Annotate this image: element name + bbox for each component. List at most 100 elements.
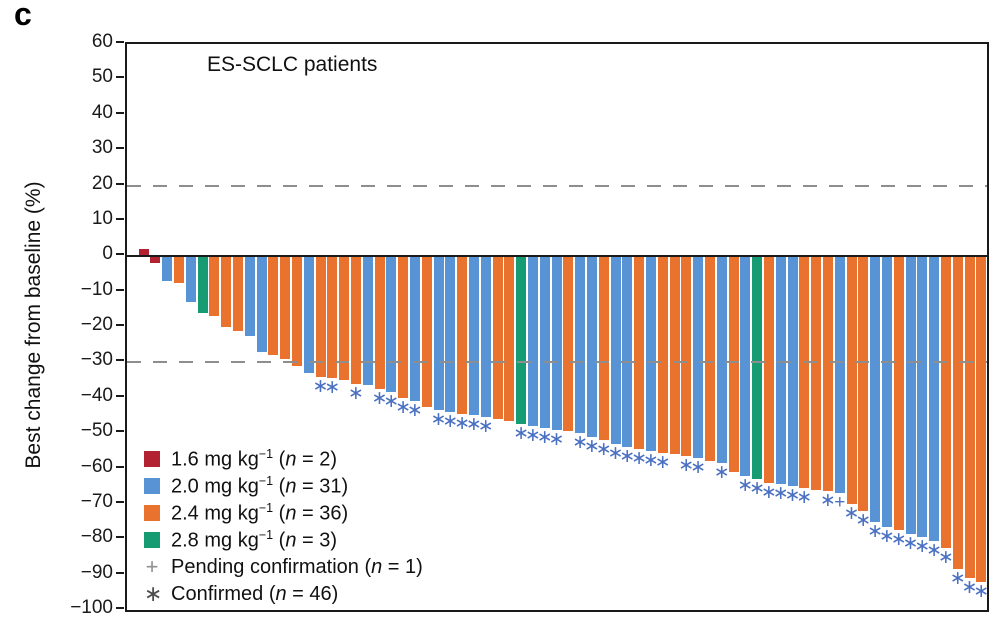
confirmed-marker-icon: ∗ [961,577,978,599]
y-tick-label: 30 [91,137,113,159]
confirmed-marker-icon: ∗ [395,396,412,418]
patient-bar [457,256,468,414]
confirmed-marker-icon: ∗ [713,462,730,484]
confirmed-marker-icon: ∗ [879,525,895,547]
patient-bar [940,256,952,549]
y-tick-label: −30 [80,349,113,371]
panel-label: c [14,0,32,32]
confirmed-marker-icon: ∗ [678,455,695,477]
confirmed-marker-icon: ∗ [312,375,329,397]
patient-bar [339,256,350,381]
patient-bar [315,256,326,377]
patient-bar [917,256,928,538]
patient-bar [976,256,987,582]
confirmed-marker-icon: ∗ [619,446,636,468]
y-tick-mark [116,359,124,362]
patient-bar [256,256,267,352]
y-tick-mark [116,288,124,291]
y-tick-mark [116,500,124,503]
patient-bar [209,256,220,317]
confirmed-marker-icon: ∗ [525,425,541,447]
confirmed-marker-icon: ∗ [820,490,836,512]
legend-label: 2.4 mg kg−1 (n = 36) [171,500,349,525]
patient-bar [268,256,279,356]
patient-bar [374,256,385,389]
patient-bar [468,256,480,416]
confirmed-marker-icon: ∗ [584,435,600,457]
confirmed-marker-icon: ∗ [855,509,872,531]
y-tick-label: −50 [80,420,113,442]
y-tick-label: 60 [91,31,113,52]
y-tick-label: −70 [80,490,113,512]
confirmed-marker-icon: ∗ [784,485,801,507]
patient-bar [232,256,244,331]
y-tick-mark [116,182,124,185]
confirmed-marker-icon: ∗ [643,449,659,471]
patient-bar [504,256,515,421]
legend-row: 2.0 mg kg−1 (n = 31) [144,474,423,498]
confirmed-marker-icon: ∗ [548,428,565,450]
confirmed-marker-icon: ∗ [926,540,943,562]
confirmed-marker-icon: ∗ [914,536,931,558]
confirmed-marker-icon: ∗ [371,387,388,409]
legend-label: 2.8 mg kg−1 (n = 3) [171,527,338,552]
patient-bar [822,256,834,492]
y-tick-label: −60 [80,455,113,477]
patient-bar [138,249,149,257]
confirmed-marker-icon: ∗ [536,426,553,448]
confirmed-marker-icon: ∗ [442,410,459,432]
y-tick-label: −20 [80,314,113,335]
patient-bar [952,256,963,570]
legend-row: 2.4 mg kg−1 (n = 36) [144,501,423,525]
y-tick-label: 0 [102,243,113,265]
legend-row: + Pending confirmation (n = 1) [144,555,423,579]
patient-bar [598,256,609,441]
patient-bar [586,256,598,437]
patient-bar [480,256,491,418]
patient-bar [516,256,527,425]
patient-bar [645,256,657,451]
y-tick-mark [116,536,124,539]
y-tick-mark [116,253,124,256]
patient-bar [162,256,173,281]
confirmed-marker-icon: ∗ [454,412,471,434]
confirmed-marker-icon: ∗ [949,568,966,590]
patient-bar [350,256,362,384]
y-tick-label: −100 [70,597,113,618]
patient-bar [221,256,232,327]
y-tick-label: 10 [91,207,113,229]
patient-bar [421,256,432,407]
confirmed-marker-icon: ∗ [749,478,766,500]
legend: 1.6 mg kg−1 (n = 2) 2.0 mg kg−1 (n = 31) 2… [144,447,423,606]
patient-bar [327,256,338,379]
patient-bar [244,256,255,336]
patient-bar [445,256,456,412]
y-tick-mark [116,394,124,397]
patient-bar [905,256,916,534]
confirmed-marker-icon: ∗ [324,377,341,399]
patient-bar [799,256,810,488]
patient-bar [752,256,763,480]
y-tick-mark [116,41,124,43]
legend-swatch-icon [144,505,160,521]
confirmed-marker-icon: ∗ [761,481,777,503]
patient-bar [527,256,539,427]
y-tick-mark [116,465,124,468]
patient-bar [539,256,550,428]
patient-bar [775,256,786,485]
confirmed-marker-icon: ∗ [796,486,813,508]
patient-bar [811,256,822,490]
patient-bar [716,256,727,464]
confirmed-marker-icon: ∗ [938,547,954,569]
patient-bar [881,256,893,527]
legend-swatch-icon [144,532,160,548]
patient-bar [929,256,940,542]
y-tick-mark [116,217,124,220]
patient-bar [362,256,373,386]
confirmed-marker-icon: ∗ [466,414,482,436]
zero-axis-line [127,255,987,257]
confirmed-marker-icon: ∗ [383,391,400,413]
patient-bar [303,256,314,373]
patient-bar [846,256,857,504]
